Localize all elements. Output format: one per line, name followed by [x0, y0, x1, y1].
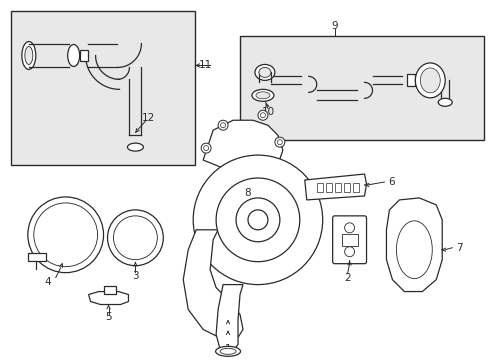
- Polygon shape: [387, 198, 442, 292]
- Bar: [407, 75, 416, 86]
- Text: 12: 12: [142, 113, 155, 123]
- Ellipse shape: [420, 68, 440, 93]
- Ellipse shape: [216, 346, 241, 356]
- Ellipse shape: [438, 98, 452, 106]
- Text: 2: 2: [344, 273, 351, 283]
- Polygon shape: [203, 120, 283, 175]
- Bar: [317, 183, 323, 192]
- Circle shape: [344, 247, 355, 257]
- Circle shape: [258, 110, 268, 120]
- FancyBboxPatch shape: [333, 216, 367, 264]
- Bar: [342, 234, 358, 246]
- Circle shape: [193, 155, 323, 285]
- Circle shape: [201, 143, 211, 153]
- Circle shape: [220, 123, 225, 128]
- Polygon shape: [216, 285, 243, 351]
- Ellipse shape: [127, 143, 144, 151]
- Bar: [28, 253, 46, 261]
- Polygon shape: [305, 174, 367, 200]
- Ellipse shape: [22, 41, 36, 69]
- Circle shape: [344, 223, 355, 233]
- Text: 5: 5: [105, 312, 112, 323]
- Bar: [80, 50, 88, 62]
- Text: 7: 7: [456, 243, 463, 253]
- Bar: [71, 46, 76, 64]
- Circle shape: [261, 113, 266, 118]
- Text: 1: 1: [225, 346, 231, 356]
- Text: 9: 9: [331, 21, 338, 31]
- Polygon shape: [183, 230, 243, 339]
- Text: 11: 11: [198, 60, 212, 71]
- Ellipse shape: [416, 63, 445, 98]
- Text: 4: 4: [45, 276, 51, 287]
- Ellipse shape: [25, 46, 33, 64]
- Text: 10: 10: [261, 107, 274, 117]
- Bar: [353, 183, 359, 192]
- Text: 8: 8: [245, 188, 251, 198]
- Ellipse shape: [255, 64, 275, 80]
- Bar: [103, 285, 116, 293]
- Circle shape: [218, 120, 228, 130]
- Text: 6: 6: [388, 177, 395, 187]
- Bar: [240, 36, 484, 140]
- Ellipse shape: [68, 45, 80, 67]
- Circle shape: [277, 140, 282, 145]
- Ellipse shape: [396, 221, 432, 279]
- Ellipse shape: [220, 348, 236, 354]
- Bar: [343, 183, 349, 192]
- Circle shape: [216, 178, 300, 262]
- Bar: [335, 183, 341, 192]
- Ellipse shape: [256, 92, 270, 99]
- Circle shape: [275, 137, 285, 147]
- Ellipse shape: [252, 89, 274, 101]
- Circle shape: [204, 146, 209, 150]
- Polygon shape: [89, 292, 128, 305]
- Circle shape: [236, 198, 280, 242]
- Text: 3: 3: [132, 271, 139, 281]
- Ellipse shape: [259, 67, 271, 77]
- Circle shape: [248, 210, 268, 230]
- Text: 1: 1: [225, 345, 231, 354]
- Bar: [11, 11, 195, 165]
- Bar: [326, 183, 332, 192]
